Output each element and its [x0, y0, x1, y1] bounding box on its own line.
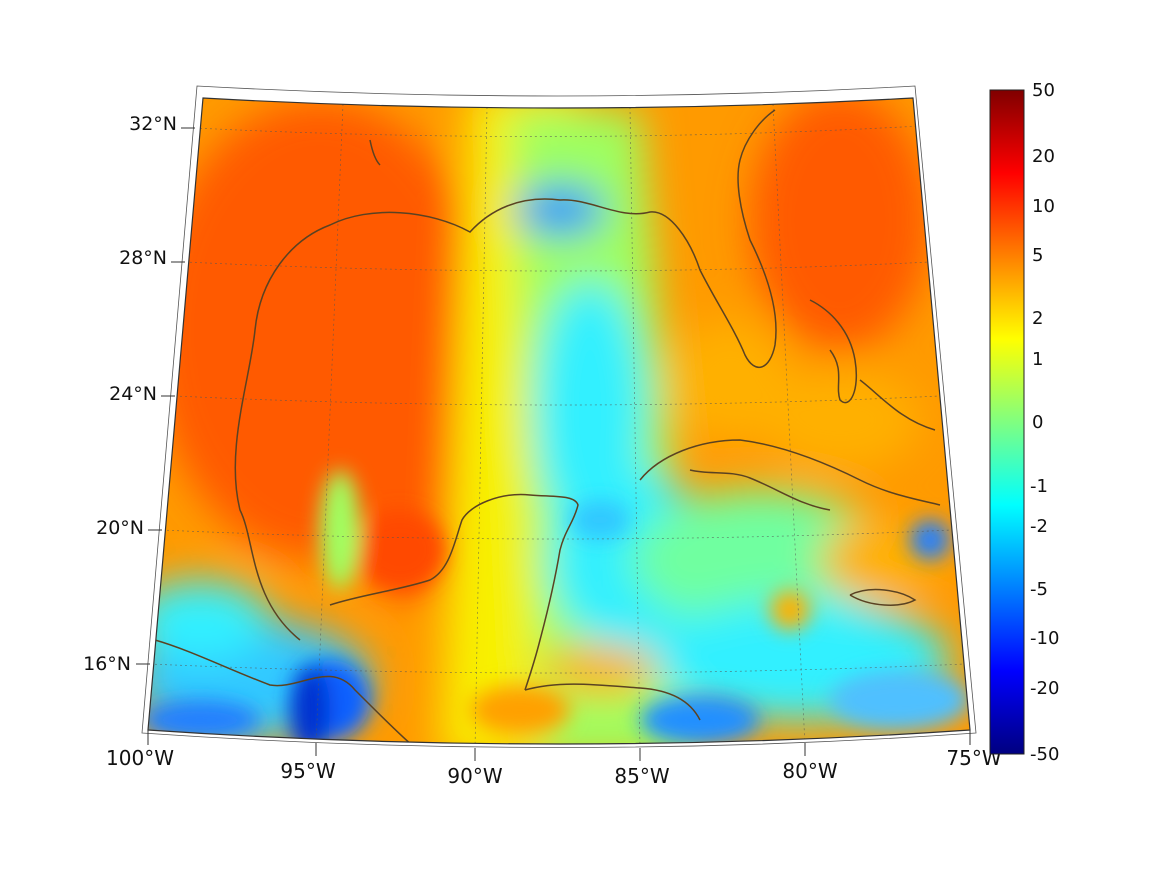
map-field: [148, 98, 970, 744]
colorbar-tick: 0: [1032, 412, 1043, 433]
colorbar-tick: -2: [1030, 516, 1048, 537]
lat-label-20n: 20°N: [96, 517, 144, 539]
lat-label-28n: 28°N: [119, 247, 167, 269]
map-ticks: [136, 127, 971, 761]
colorbar-tick: 1: [1032, 349, 1043, 370]
lat-label-16n: 16°N: [83, 653, 131, 675]
lon-label-80w: 80°W: [782, 759, 837, 783]
lon-label-100w: 100°W: [106, 746, 174, 770]
colorbar-tick: 20: [1032, 146, 1055, 167]
colorbar-tick: -10: [1030, 628, 1059, 649]
lon-label-85w: 85°W: [614, 764, 669, 788]
graticule: [149, 103, 966, 744]
coastline: [154, 109, 941, 744]
colorbar-tick: -50: [1030, 744, 1059, 765]
colorbar-tick: 50: [1032, 80, 1055, 101]
lon-label-95w: 95°W: [280, 759, 335, 783]
map-frame: [147, 97, 971, 745]
colorbar-tick: 5: [1032, 245, 1043, 266]
colorbar-tick: 2: [1032, 308, 1043, 329]
colorbar: [989, 89, 1025, 755]
lon-label-90w: 90°W: [447, 764, 502, 788]
map-outer-frame: [141, 85, 977, 748]
colorbar-labels: 50 20 10 5 2 1 0 -1 -2 -5 -10 -20 -50: [1030, 80, 1059, 765]
colorbar-tick: 10: [1032, 196, 1055, 217]
colorbar-tick: -1: [1030, 476, 1048, 497]
colorbar-tick: -20: [1030, 678, 1059, 699]
lat-label-32n: 32°N: [129, 113, 177, 135]
colorbar-tick: -5: [1030, 579, 1048, 600]
lat-label-24n: 24°N: [109, 383, 157, 405]
